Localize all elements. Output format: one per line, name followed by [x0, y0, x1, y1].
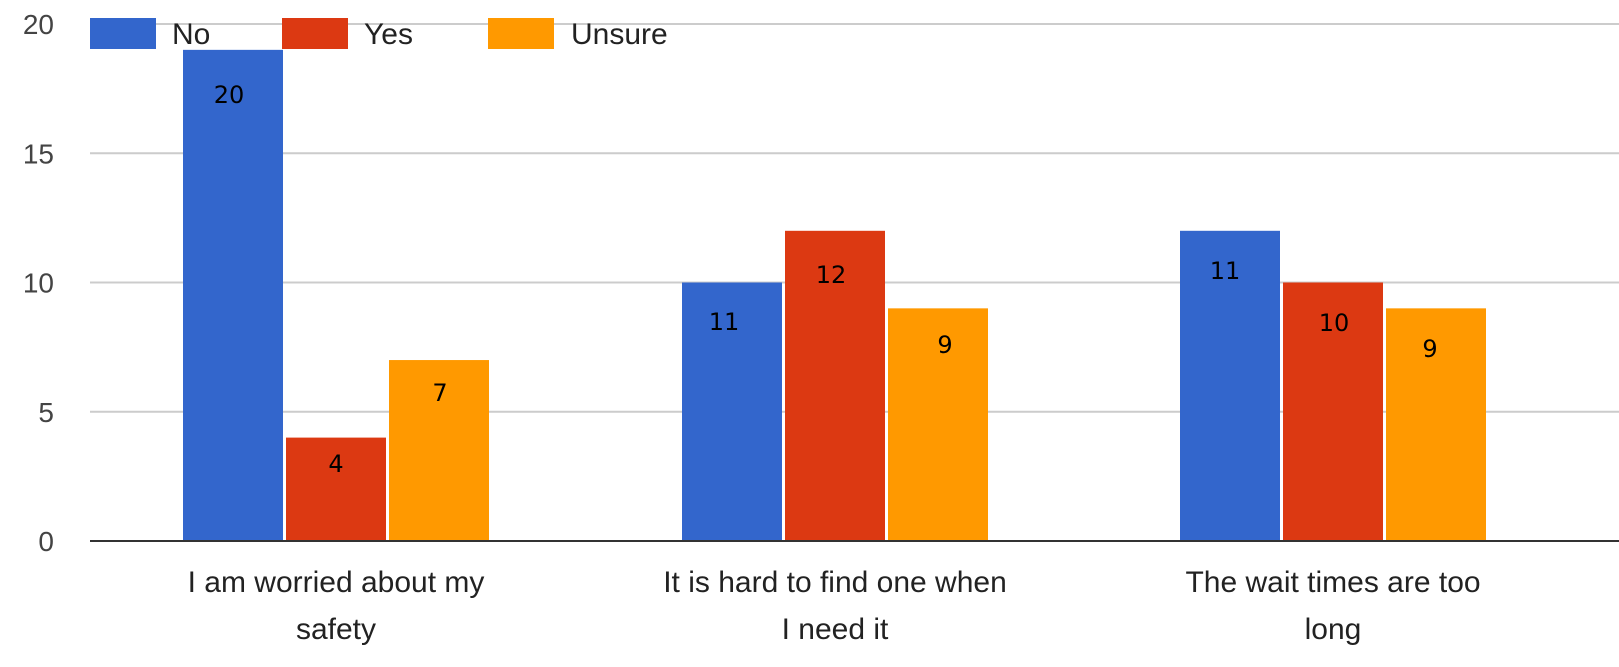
x-category-label: long — [1305, 613, 1362, 646]
y-tick-label: 15 — [23, 138, 54, 169]
y-tick-label: 10 — [23, 268, 54, 299]
data-label: 12 — [816, 261, 847, 289]
x-category-label: I am worried about my — [188, 566, 485, 599]
y-tick-label: 0 — [38, 526, 54, 557]
bar-no-2 — [1180, 230, 1280, 542]
data-label: 10 — [1319, 309, 1350, 337]
data-label: 20 — [214, 81, 245, 109]
bar-yes-1 — [785, 230, 885, 542]
x-axis-category-labels: I am worried about my safety It is hard to… — [188, 566, 1481, 646]
data-label: 9 — [937, 331, 952, 359]
data-label: 11 — [1210, 257, 1241, 285]
bar-unsure-0 — [389, 360, 489, 541]
x-category-label: safety — [296, 613, 376, 646]
bar-unsure-1 — [888, 308, 988, 541]
x-category-label: I need it — [782, 613, 889, 646]
legend-item-unsure: Unsure — [488, 18, 668, 51]
legend-swatch-unsure — [488, 18, 554, 49]
legend-label: No — [172, 18, 210, 51]
bar-no-0 — [183, 49, 283, 541]
x-category-label: The wait times are too — [1185, 566, 1480, 599]
bar-yes-0 — [286, 437, 386, 541]
y-tick-label: 20 — [23, 9, 54, 40]
data-label: 4 — [328, 450, 343, 478]
legend-swatch-yes — [282, 18, 348, 49]
bar-unsure-2 — [1386, 308, 1486, 541]
y-tick-label: 5 — [38, 397, 54, 428]
bar-no-1 — [682, 282, 782, 541]
bars — [183, 49, 1486, 542]
legend-item-yes: Yes — [282, 18, 413, 51]
legend-item-no: No — [90, 18, 210, 51]
x-category-label: It is hard to find one when — [663, 566, 1007, 599]
data-labels: 20 11 11 4 12 10 7 9 9 — [214, 81, 1438, 478]
legend-swatch-no — [90, 18, 156, 49]
bar-yes-2 — [1283, 282, 1383, 541]
data-label: 11 — [709, 308, 740, 336]
data-label: 9 — [1422, 335, 1437, 363]
legend: No Yes Unsure — [90, 18, 668, 51]
legend-label: Yes — [364, 18, 413, 51]
data-label: 7 — [432, 379, 447, 407]
legend-label: Unsure — [571, 18, 668, 51]
y-axis-ticks: 0 5 10 15 20 — [23, 9, 54, 557]
